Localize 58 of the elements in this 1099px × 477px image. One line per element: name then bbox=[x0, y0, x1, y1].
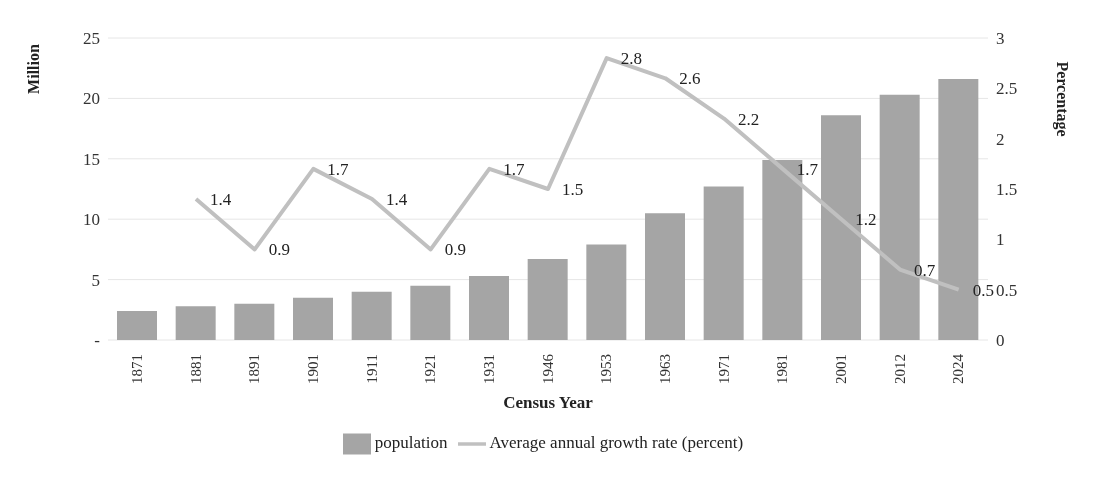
legend-label: population bbox=[374, 432, 448, 452]
x-tick-label: 1931 bbox=[480, 354, 497, 384]
data-label: 1.7 bbox=[503, 159, 526, 179]
y-tick-label: 20 bbox=[83, 89, 100, 109]
bar bbox=[410, 285, 451, 340]
data-label: 0.9 bbox=[268, 240, 290, 260]
x-tick-label: 1971 bbox=[715, 354, 732, 384]
x-tick-label: 1953 bbox=[598, 354, 615, 384]
y-tick-label: 5 bbox=[91, 270, 100, 290]
x-tick-label: 1911 bbox=[363, 354, 380, 384]
x-tick-label: 1901 bbox=[304, 354, 321, 384]
x-tick-label: 1891 bbox=[246, 354, 263, 384]
x-tick-label: 2001 bbox=[832, 354, 849, 384]
data-label: 1.4 bbox=[210, 190, 232, 210]
bar bbox=[527, 259, 568, 340]
y-axis-title: Million bbox=[24, 44, 42, 94]
bar bbox=[586, 244, 627, 340]
y-tick-label: 25 bbox=[83, 29, 100, 49]
x-tick-label: 1921 bbox=[422, 354, 439, 384]
y2-tick-label: 2 bbox=[996, 129, 1005, 149]
x-tick-label: 1871 bbox=[128, 354, 145, 384]
bar bbox=[117, 311, 157, 340]
y-tick-label: - bbox=[94, 331, 101, 351]
data-label: 1.5 bbox=[562, 180, 584, 200]
legend-label: Average annual growth rate (percent) bbox=[489, 432, 744, 452]
y2-tick-label: 1 bbox=[996, 230, 1005, 250]
x-tick-label: 1963 bbox=[656, 354, 673, 384]
y2-tick-label: 0.5 bbox=[996, 280, 1018, 300]
data-label: 1.4 bbox=[386, 190, 408, 210]
y2-tick-label: 1.5 bbox=[996, 180, 1018, 200]
bar bbox=[645, 213, 685, 340]
y2-tick-label: 2.5 bbox=[996, 79, 1018, 99]
data-label: 2.6 bbox=[679, 69, 701, 89]
y2-tick-label: 3 bbox=[996, 29, 1005, 49]
bar bbox=[293, 297, 333, 340]
bar bbox=[703, 186, 744, 340]
y2-axis-title: Percentage bbox=[1053, 61, 1072, 137]
bar bbox=[469, 275, 509, 340]
data-label: 2.2 bbox=[738, 109, 760, 129]
y-tick-label: 10 bbox=[83, 210, 100, 230]
bar bbox=[175, 306, 216, 340]
x-axis-title: Census Year bbox=[503, 393, 594, 412]
x-tick-label: 1881 bbox=[187, 354, 204, 384]
x-tick-label: 2024 bbox=[950, 353, 967, 384]
x-tick-label: 1946 bbox=[539, 353, 556, 384]
x-tick-label: 1981 bbox=[774, 354, 791, 384]
data-label: 1.7 bbox=[327, 159, 350, 179]
y-tick-label: 15 bbox=[83, 149, 100, 169]
data-label: 0.5 bbox=[972, 280, 994, 300]
data-label: 2.8 bbox=[620, 49, 642, 69]
data-label: 1.2 bbox=[855, 210, 877, 230]
bar bbox=[234, 303, 275, 340]
bar bbox=[351, 291, 392, 340]
data-label: 0.7 bbox=[914, 260, 936, 280]
data-label: 1.7 bbox=[796, 159, 819, 179]
y2-tick-label: 0 bbox=[996, 331, 1005, 351]
data-label: 0.9 bbox=[444, 240, 466, 260]
x-tick-label: 2012 bbox=[891, 354, 908, 384]
